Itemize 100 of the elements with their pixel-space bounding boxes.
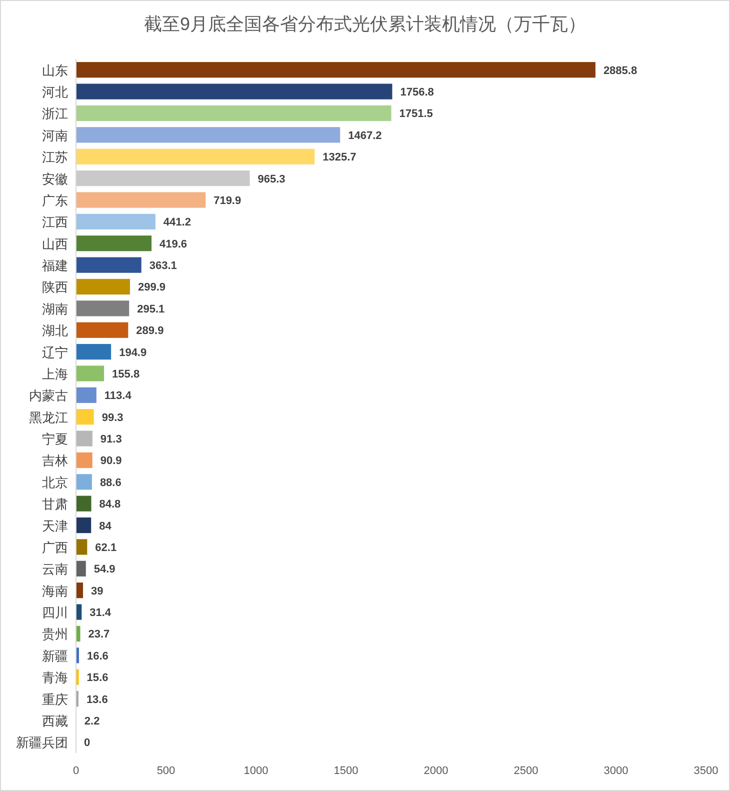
bar	[76, 430, 92, 446]
data-label: 13.6	[86, 694, 108, 706]
bar	[76, 452, 92, 468]
data-label: 84.8	[99, 498, 121, 511]
y-tick-label: 河南	[42, 128, 68, 143]
bar	[76, 604, 82, 620]
data-label: 62.1	[95, 542, 117, 554]
bar	[76, 300, 130, 316]
y-tick-label: 云南	[42, 562, 68, 577]
y-tick-label: 湖南	[42, 301, 68, 316]
data-label: 113.4	[104, 390, 132, 402]
bar	[76, 366, 104, 382]
data-label: 84	[99, 520, 112, 532]
y-tick-label: 福建	[42, 258, 68, 274]
x-tick-label: 3000	[604, 765, 628, 777]
data-label: 295.1	[137, 303, 165, 316]
y-tick-label: 江西	[42, 214, 68, 230]
y-tick-label: 海南	[42, 583, 68, 598]
data-label: 31.4	[90, 607, 112, 620]
y-tick-label: 青海	[42, 670, 68, 686]
data-label: 1756.8	[400, 86, 434, 99]
y-tick-label: 贵州	[42, 626, 68, 642]
data-label: 2885.8	[603, 64, 638, 77]
y-tick-label: 黑龙江	[29, 410, 68, 425]
data-label: 363.1	[149, 260, 177, 272]
bar	[76, 257, 142, 273]
data-label: 441.2	[163, 216, 191, 229]
bar	[76, 214, 156, 230]
bar	[76, 84, 392, 100]
data-label: 90.9	[100, 455, 122, 468]
data-label: 1325.7	[322, 152, 356, 164]
data-label: 194.9	[119, 346, 147, 359]
data-label: 0	[84, 737, 90, 750]
bar	[76, 409, 94, 425]
bar	[76, 517, 92, 534]
bar	[76, 192, 206, 208]
y-tick-label: 浙江	[42, 106, 68, 122]
bar	[76, 170, 250, 186]
bar	[76, 560, 86, 576]
data-label: 1467.2	[348, 130, 382, 142]
y-tick-label: 广东	[42, 192, 68, 208]
data-label: 289.9	[136, 325, 164, 338]
data-label: 299.9	[138, 282, 166, 294]
bar	[76, 105, 392, 122]
data-label: 719.9	[214, 194, 242, 207]
y-tick-label: 安徽	[42, 171, 68, 186]
y-tick-label: 西藏	[42, 713, 68, 728]
y-tick-label: 四川	[42, 605, 68, 620]
y-tick-label: 北京	[42, 474, 68, 490]
data-label: 88.6	[100, 476, 122, 489]
bar	[76, 539, 88, 555]
data-label: 39	[91, 585, 104, 598]
x-tick-label: 1000	[244, 765, 268, 777]
data-label: 99.3	[102, 412, 124, 424]
data-label: 965.3	[258, 173, 286, 186]
bar	[76, 474, 92, 490]
bar	[76, 278, 130, 295]
y-tick-label: 新疆	[42, 648, 68, 664]
bar	[76, 344, 112, 360]
y-tick-label: 内蒙古	[29, 388, 68, 404]
y-tick-label: 辽宁	[42, 344, 68, 360]
y-tick-label: 山东	[42, 62, 68, 78]
data-label: 16.6	[86, 650, 108, 662]
data-label: 419.6	[160, 238, 188, 250]
bar	[76, 626, 80, 642]
bar	[76, 62, 596, 78]
bar	[76, 582, 84, 598]
y-tick-label: 甘肃	[42, 496, 68, 512]
bar	[76, 236, 152, 252]
data-label: 54.9	[94, 564, 116, 576]
y-tick-label: 上海	[42, 366, 68, 382]
data-label: 2.2	[84, 715, 100, 728]
x-tick-label: 3500	[694, 765, 718, 777]
bar	[76, 322, 128, 338]
y-tick-label: 新疆兵团	[16, 735, 68, 750]
y-tick-label: 陕西	[42, 280, 68, 295]
data-label: 155.8	[112, 368, 140, 380]
data-label: 23.7	[88, 628, 110, 641]
x-tick-label: 0	[72, 765, 80, 777]
x-tick-label: 1500	[334, 765, 358, 777]
x-tick-label: 2000	[424, 765, 448, 777]
y-tick-label: 吉林	[42, 453, 68, 468]
bar	[76, 496, 92, 512]
data-label: 15.6	[86, 672, 108, 684]
y-tick-label: 重庆	[42, 692, 68, 707]
y-tick-label: 湖北	[42, 323, 68, 338]
chart-title: 截至9月底全国各省分布式光伏累计装机情况（万千瓦）	[144, 14, 586, 34]
bar	[76, 148, 315, 164]
y-tick-label: 宁夏	[42, 432, 68, 447]
y-tick-label: 天津	[42, 518, 68, 534]
y-tick-label: 广西	[42, 540, 68, 555]
bar	[76, 127, 340, 143]
y-tick-label: 江苏	[42, 150, 68, 165]
bar	[76, 387, 96, 403]
x-tick-label: 2500	[514, 765, 538, 777]
y-tick-label: 河北	[42, 84, 68, 100]
data-label: 91.3	[100, 434, 122, 446]
x-tick-label: 500	[156, 765, 176, 777]
data-label: 1751.5	[399, 108, 433, 120]
y-tick-label: 山西	[42, 236, 68, 252]
